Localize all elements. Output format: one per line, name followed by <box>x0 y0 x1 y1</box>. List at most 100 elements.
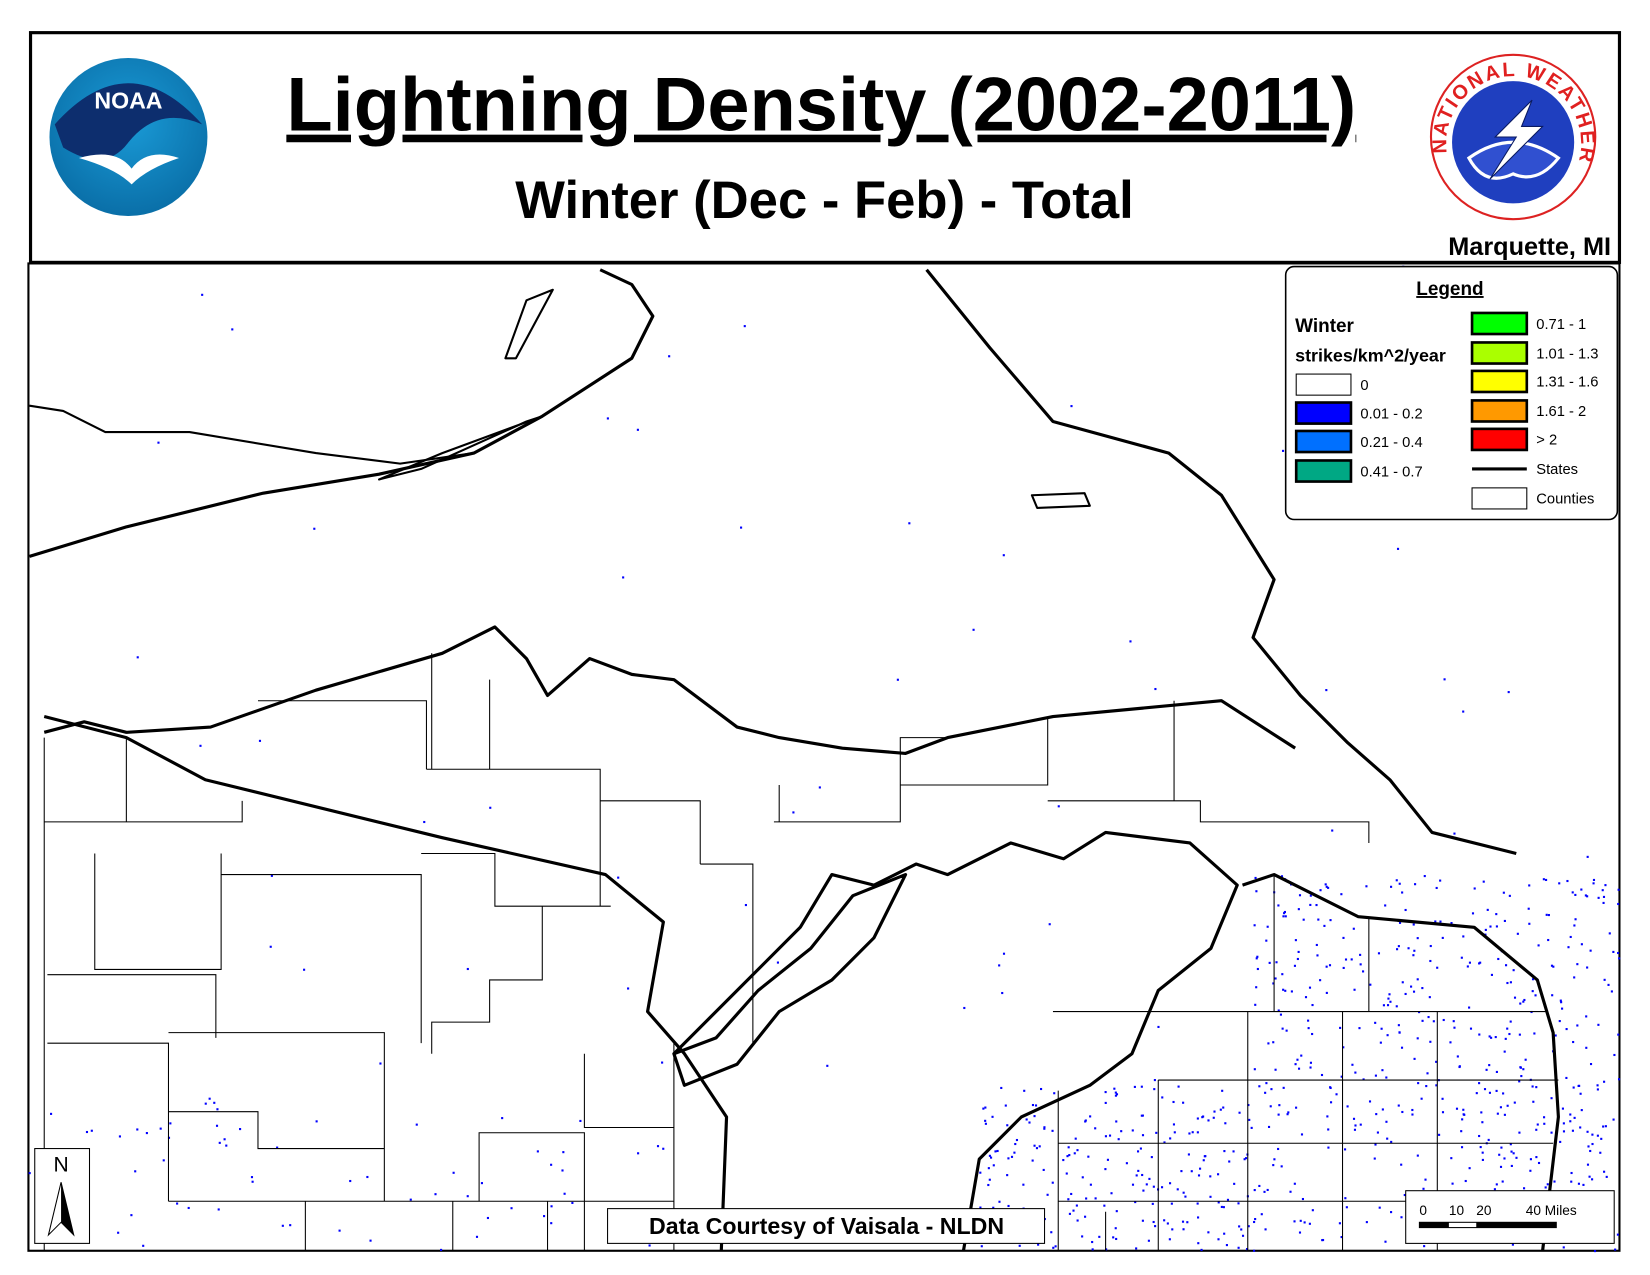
legend-swatch <box>1470 311 1529 336</box>
strike-dot <box>1379 1041 1382 1044</box>
strike-dot <box>1566 879 1569 883</box>
legend-season: Winter <box>1295 316 1354 337</box>
strike-dot <box>1311 1032 1314 1036</box>
strike-dot <box>1577 1084 1580 1088</box>
strike-dot <box>1424 1178 1427 1181</box>
strike-dot <box>1135 1174 1138 1177</box>
strike-dot <box>1224 1122 1227 1125</box>
strike-dot <box>1181 1220 1185 1223</box>
strike-dot <box>1278 1104 1281 1107</box>
state-lines <box>29 268 1560 1252</box>
strike-dot <box>1163 1141 1166 1144</box>
strike-dot <box>1550 1131 1553 1134</box>
strike-dot <box>1006 1174 1009 1177</box>
strike-dot <box>1172 1123 1176 1126</box>
strike-dot <box>1240 1228 1243 1231</box>
strike-dot <box>636 428 639 431</box>
strike-dot <box>1515 1156 1518 1159</box>
strike-dot <box>1254 1217 1257 1221</box>
strike-dot <box>1384 904 1387 907</box>
strike-dot <box>1386 1034 1389 1037</box>
strike-dot <box>1300 1133 1304 1136</box>
strike-dot <box>1254 876 1257 880</box>
strike-dot <box>1108 1134 1112 1137</box>
strike-dot <box>1536 1123 1539 1126</box>
strike-dot <box>1401 981 1404 984</box>
strike-dot <box>1209 1175 1212 1178</box>
strike-dot <box>1497 957 1500 961</box>
strike-dot <box>1374 1074 1377 1077</box>
strike-dot <box>1531 990 1534 993</box>
strike-dot <box>972 628 975 631</box>
strike-dot <box>1580 1109 1583 1112</box>
strike-dot <box>1604 884 1607 887</box>
legend-label: 1.61 - 2 <box>1536 404 1586 420</box>
strike-dot <box>1435 886 1438 890</box>
strike-dot <box>992 1164 995 1167</box>
strike-dot <box>1358 1027 1361 1030</box>
strike-dot <box>1398 882 1401 885</box>
strike-dot <box>434 1193 437 1196</box>
strike-dot <box>289 1224 292 1227</box>
strike-dot <box>1182 1228 1185 1231</box>
strike-dot <box>1558 1020 1561 1023</box>
strike-dot <box>571 1201 574 1204</box>
legend-label: > 2 <box>1536 433 1557 449</box>
strike-dot <box>1503 1157 1506 1160</box>
strike-dot <box>1147 1239 1150 1242</box>
strike-dot <box>1488 1035 1491 1038</box>
strike-dot <box>1255 890 1258 893</box>
strike-dot <box>1293 1220 1296 1223</box>
strike-dot <box>648 1244 651 1247</box>
strike-dot <box>1057 805 1060 808</box>
strike-dot <box>1487 1138 1490 1141</box>
strike-dot <box>1022 1183 1025 1186</box>
strike-dot <box>269 945 272 948</box>
header-box <box>28 31 1622 264</box>
strike-dot <box>1435 1084 1438 1087</box>
strike-dot <box>637 1152 640 1155</box>
strike-dot <box>1509 981 1512 984</box>
strike-dot <box>1529 1158 1532 1161</box>
strike-dot <box>1614 1248 1617 1251</box>
strike-dot <box>225 1144 228 1147</box>
strike-dot <box>1115 1237 1118 1241</box>
strike-dot <box>1280 1165 1283 1168</box>
strike-dot <box>1297 950 1300 953</box>
strike-dot <box>1295 1106 1298 1109</box>
strike-dot <box>1543 1122 1546 1125</box>
legend-swatch <box>1470 427 1529 452</box>
strike-dot <box>1385 1076 1388 1079</box>
strike-dot <box>1319 889 1322 892</box>
strike-dot <box>1311 1209 1314 1212</box>
strike-dot <box>1219 1108 1222 1111</box>
strike-dot <box>1034 1104 1038 1107</box>
strike-dot <box>208 1097 211 1100</box>
strike-dot <box>1065 1172 1068 1175</box>
strike-dot <box>1577 1182 1580 1185</box>
strike-dot <box>1238 1225 1241 1228</box>
strike-dot <box>1416 1037 1419 1040</box>
strike-dot <box>1190 1170 1193 1173</box>
strike-dot <box>1451 1182 1454 1185</box>
strike-dot <box>1125 1162 1128 1165</box>
strike-dot <box>1354 1071 1357 1074</box>
strike-dot <box>1141 1134 1145 1137</box>
strike-dot <box>1325 965 1328 968</box>
strike-dot <box>1386 1004 1390 1007</box>
north-arrow: N <box>34 1148 91 1244</box>
strike-dot <box>1587 1145 1590 1148</box>
strike-dot <box>1441 1097 1444 1100</box>
strike-dot <box>1073 1152 1076 1155</box>
strike-dot <box>1331 829 1334 832</box>
strike-dot <box>199 744 202 747</box>
strike-dot <box>1423 1245 1426 1248</box>
strike-dot <box>1163 1219 1166 1222</box>
strike-dot <box>1031 1103 1035 1107</box>
strike-dot <box>1296 1058 1299 1061</box>
strike-dot <box>1087 1155 1090 1158</box>
strike-dot <box>1569 935 1572 939</box>
strike-dot <box>1416 937 1419 940</box>
strike-dot <box>1201 1116 1204 1119</box>
